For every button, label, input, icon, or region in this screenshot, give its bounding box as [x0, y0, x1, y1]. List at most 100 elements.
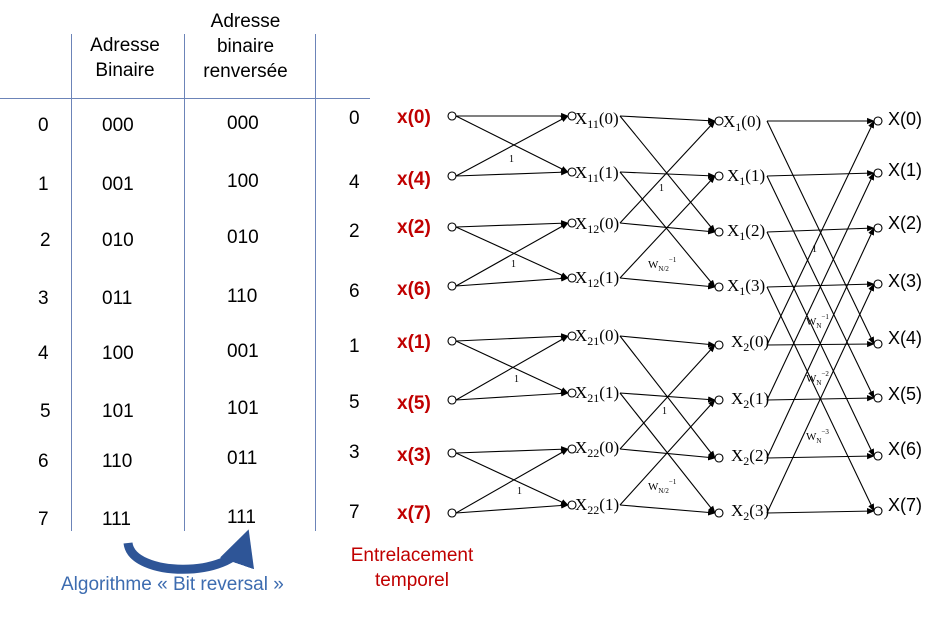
- row-binary: 001: [102, 174, 134, 195]
- twiddle-one: 1: [509, 154, 514, 165]
- twiddle-wn2: WN/2−1: [648, 478, 677, 495]
- twiddle-one: 1: [514, 374, 519, 385]
- input-sample: x(2): [397, 217, 431, 238]
- butterfly-wire: [455, 452, 569, 506]
- stage2-labels: X1(0) X1(1) X1(2) X1(3) X2(0) X2(1) X2(2…: [723, 112, 769, 523]
- stage2-label: X1(1): [727, 166, 765, 188]
- butterfly-wire: [766, 225, 875, 233]
- table-header-divider: [0, 98, 370, 99]
- twiddle-wn1: WN−1: [806, 313, 829, 330]
- reordered-index: 5: [349, 392, 360, 413]
- butterfly-node: [567, 167, 577, 177]
- stage1-label: X22(1): [575, 495, 619, 517]
- stage2-label: X1(2): [727, 221, 765, 243]
- interleave-caption-line1: Entrelacement: [350, 545, 474, 566]
- input-sample: x(4): [397, 169, 431, 190]
- header-binary-address-line2: Binaire: [95, 60, 155, 81]
- row-reversed: 100: [227, 171, 259, 192]
- butterfly-wire: [455, 220, 569, 228]
- input-sample: x(0): [397, 107, 431, 128]
- butterfly-node: [873, 116, 883, 126]
- butterfly-node: [873, 223, 883, 233]
- butterfly-wire: [766, 227, 875, 459]
- butterfly-node: [714, 508, 724, 518]
- butterfly-node: [567, 444, 577, 454]
- butterfly-node: [873, 339, 883, 349]
- header-binary-address: Adresse Binaire: [75, 33, 175, 83]
- row-index: 5: [40, 401, 51, 422]
- butterfly-node: [567, 331, 577, 341]
- twiddle-labels: 1 1 1 1 1 1 1 WN/2−1 WN/2−1 WN−1 WN−2 WN…: [509, 154, 829, 497]
- twiddle-wn3: WN−3: [806, 428, 829, 445]
- stage1-label: X12(0): [575, 214, 619, 236]
- butterfly-node: [447, 222, 457, 232]
- stage1-label: X12(1): [575, 268, 619, 290]
- output-labels: X(0) X(1) X(2) X(3) X(4) X(5) X(6) X(7): [888, 109, 922, 515]
- row-binary: 000: [102, 115, 134, 136]
- output-label: X(3): [888, 271, 922, 291]
- twiddle-one: 1: [517, 486, 522, 497]
- reordered-index: 1: [349, 336, 360, 357]
- row-index: 1: [38, 174, 49, 195]
- butterfly-wire: [766, 283, 875, 514]
- output-label: X(2): [888, 213, 922, 233]
- butterfly-node: [873, 506, 883, 516]
- table-col-divider-1: [71, 34, 72, 531]
- butterfly-node: [447, 336, 457, 346]
- row-reversed: 001: [227, 341, 259, 362]
- butterfly-node: [873, 279, 883, 289]
- stage1-label: X22(0): [575, 438, 619, 460]
- butterfly-node: [714, 227, 724, 237]
- butterfly-wire: [619, 171, 716, 288]
- reordered-index: 0: [349, 108, 360, 129]
- reordered-index: 4: [349, 172, 360, 193]
- butterfly-wire: [619, 120, 716, 224]
- stage1-label: X21(1): [575, 383, 619, 405]
- input-sample: x(7): [397, 503, 431, 524]
- butterfly-node: [567, 388, 577, 398]
- bit-reversal-caption: Algorithme « Bit reversal »: [61, 574, 284, 595]
- stage1-label: X11(1): [575, 163, 619, 185]
- header-reversed-address-line1: Adresse: [210, 11, 281, 32]
- butterfly-node: [714, 340, 724, 350]
- row-reversed: 011: [227, 448, 258, 469]
- butterfly-node: [714, 282, 724, 292]
- butterfly-wire: [455, 275, 569, 287]
- row-reversed: 101: [227, 398, 259, 419]
- butterfly-node: [567, 218, 577, 228]
- reordered-index: 6: [349, 281, 360, 302]
- butterfly-wire: [455, 390, 569, 401]
- stage2-label: X2(2): [731, 446, 769, 468]
- butterfly-wire: [619, 115, 716, 124]
- butterfly-wire: [455, 502, 569, 514]
- input-sample: x(6): [397, 279, 431, 300]
- row-reversed: 010: [227, 227, 259, 248]
- output-label: X(0): [888, 109, 922, 129]
- butterfly-nodes: [447, 111, 883, 518]
- stage2-label: X2(3): [731, 501, 769, 523]
- twiddle-one: 1: [659, 183, 664, 194]
- header-reversed-address: Adresse binaire renversée: [188, 9, 303, 84]
- butterfly-node: [714, 395, 724, 405]
- header-reversed-address-line2: binaire: [216, 36, 275, 57]
- butterfly-node: [714, 453, 724, 463]
- row-index: 7: [38, 509, 49, 530]
- butterfly-wire: [766, 172, 875, 401]
- header-reversed-address-line3: renversée: [203, 61, 288, 82]
- butterfly-node: [873, 168, 883, 178]
- twiddle-one: 1: [511, 259, 516, 270]
- stage2-label: X1(3): [727, 276, 765, 298]
- row-binary: 010: [102, 230, 134, 251]
- row-binary: 110: [102, 451, 133, 472]
- row-index: 6: [38, 451, 49, 472]
- row-reversed: 000: [227, 113, 259, 134]
- butterfly-node: [447, 508, 457, 518]
- table-col-divider-2: [184, 34, 185, 531]
- butterfly-node: [447, 448, 457, 458]
- twiddle-one: 1: [812, 244, 817, 255]
- butterfly-wire: [455, 115, 569, 173]
- reordered-index: 7: [349, 502, 360, 523]
- butterfly-wire: [619, 277, 716, 290]
- header-binary-address-line1: Adresse: [90, 35, 160, 56]
- row-index: 2: [40, 230, 51, 251]
